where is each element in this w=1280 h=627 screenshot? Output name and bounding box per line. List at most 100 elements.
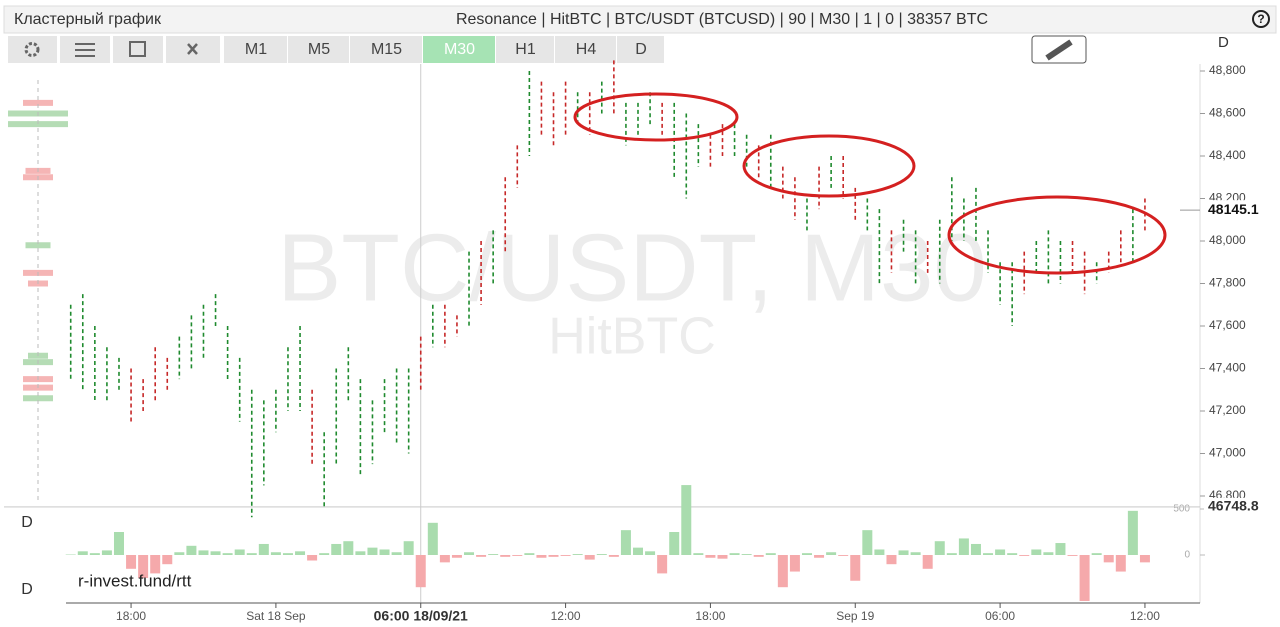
delta-bar	[1091, 553, 1102, 555]
crosshair-price-box	[1204, 497, 1276, 516]
highlight-ellipse	[947, 195, 1167, 275]
delta-bar	[657, 555, 668, 574]
timeframe-button[interactable]	[423, 36, 495, 63]
x-tick-label: 18:00	[116, 609, 146, 623]
footer-url: r-invest.fund/rtt	[78, 571, 192, 590]
delta-bar	[186, 545, 197, 555]
delta-bar	[1103, 555, 1114, 563]
delta-bar	[983, 553, 994, 555]
delta-bar	[946, 553, 957, 555]
timeframe-label: M1	[245, 41, 267, 58]
delta-bar	[886, 555, 897, 565]
delta-bar	[1007, 553, 1018, 555]
y-tick-label: 47,400	[1209, 361, 1246, 375]
delta-bar	[488, 554, 499, 555]
delta-bar	[753, 555, 764, 557]
delta-bar	[1127, 510, 1138, 555]
delta-bar	[596, 554, 607, 555]
y-tick-label: 47,000	[1209, 446, 1246, 460]
pane-label: D	[1218, 34, 1229, 51]
delta-bar	[307, 555, 318, 561]
delta-bar	[850, 555, 861, 581]
delta-bar	[777, 555, 788, 588]
window-title: Кластерный график	[14, 11, 162, 28]
help-label: ?	[1257, 12, 1264, 26]
y-tick-label: 48,400	[1209, 148, 1246, 162]
y-tick-label: 48,800	[1209, 63, 1246, 77]
delta-bar	[246, 553, 257, 555]
timeframe-label: M5	[308, 41, 330, 58]
delta-bar	[270, 552, 281, 555]
delta-bar	[1079, 555, 1090, 601]
timeframe-button[interactable]	[224, 36, 287, 63]
delta-bar	[319, 553, 330, 555]
delta-bar	[343, 541, 354, 555]
watermark-symbol: BTC/USDT, M30	[277, 214, 986, 321]
timeframe-button[interactable]	[288, 36, 349, 63]
timeframe-group: M1 M5 M15 M30 H1 H4 D	[224, 36, 664, 63]
help-icon[interactable]	[1252, 10, 1270, 28]
y2-tick-label: 0	[1184, 550, 1190, 561]
delta-bar	[403, 541, 414, 555]
crosshair-price-label: 46748.8	[1208, 498, 1259, 514]
profile-bar	[8, 121, 68, 128]
annotations	[573, 92, 1167, 275]
plot: 46,80047,00047,20047,40047,60047,80048,0…	[4, 60, 1276, 624]
settings-button[interactable]	[8, 36, 57, 63]
timeframe-button[interactable]	[350, 36, 422, 63]
y-tick-label: 47,800	[1209, 276, 1246, 290]
highlight-ellipse	[742, 134, 916, 198]
calendar-button[interactable]	[113, 36, 163, 63]
delta-bar	[126, 555, 137, 569]
y-tick-label: 47,200	[1209, 403, 1246, 417]
delta-bar	[451, 555, 462, 558]
delta-bar	[801, 553, 812, 555]
x-tick-label: Sat 18 Sep	[246, 609, 306, 623]
delta-bar	[512, 555, 523, 556]
delta-bar	[560, 555, 571, 556]
delta-bar	[765, 553, 776, 555]
delta-bar	[995, 549, 1006, 555]
delta-bar	[101, 550, 112, 555]
delta-bar	[367, 547, 378, 555]
highlight-ellipse	[573, 92, 739, 142]
delta-bar	[138, 555, 149, 578]
delta-bar	[1067, 555, 1078, 556]
timeframe-label: M15	[371, 41, 402, 58]
delta-bar	[898, 550, 909, 555]
delta-bar	[669, 532, 680, 555]
x-tick-label: 18:00	[695, 609, 725, 623]
delta-bar	[500, 555, 511, 557]
timeframe-label: H4	[576, 41, 597, 58]
gear-icon	[24, 42, 40, 57]
delta-bar	[958, 538, 969, 555]
pane-label: D	[21, 514, 33, 531]
delta-bar	[464, 552, 475, 555]
delta-bar	[572, 554, 583, 555]
profile-bar	[23, 99, 53, 106]
delta-bar	[970, 543, 981, 555]
delta-bar	[789, 555, 800, 572]
x-tick-label: 06:00 18/09/21	[374, 608, 468, 624]
delta-bar	[391, 552, 402, 555]
delta-bar	[427, 522, 438, 555]
delta-bar	[1139, 555, 1150, 563]
delta-bar	[584, 555, 595, 560]
delta-bar	[934, 541, 945, 555]
y2-tick-label: 500	[1173, 504, 1190, 515]
delta-bar	[1055, 543, 1066, 555]
delta-bar	[476, 555, 487, 557]
delta-bar	[741, 554, 752, 555]
delta-bar	[717, 555, 728, 559]
delta-bar	[222, 553, 233, 555]
timeframe-button[interactable]	[555, 36, 616, 63]
timeframe-button[interactable]	[617, 36, 664, 63]
timeframe-label: H1	[515, 41, 536, 58]
header-bar	[3, 5, 1277, 34]
timeframe-button[interactable]	[496, 36, 554, 63]
delta-bar	[379, 549, 390, 555]
last-price-label: 48145.1	[1208, 201, 1259, 217]
delta-bar	[620, 530, 631, 555]
